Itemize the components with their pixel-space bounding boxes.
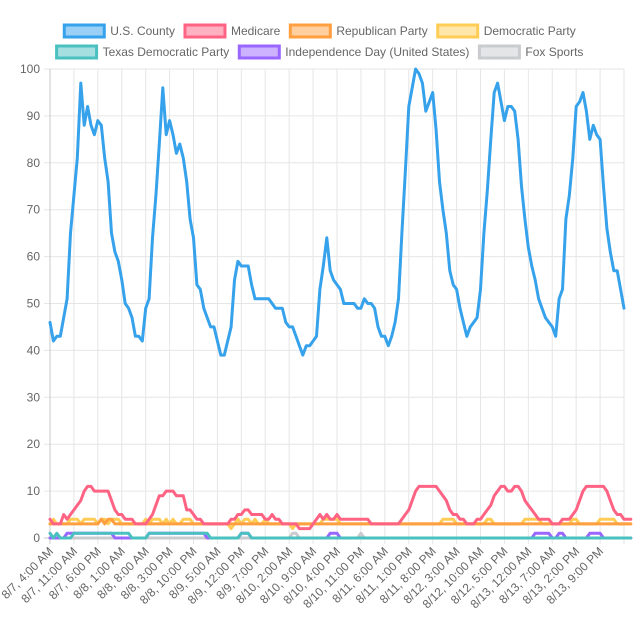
legend-swatch [288, 23, 332, 39]
legend-item-medicare[interactable]: Medicare [183, 23, 281, 39]
y-tick-label: 90 [27, 109, 41, 123]
x-axis: 8/7, 4:00 AM8/7, 11:00 AM8/7, 6:00 PM8/8… [0, 544, 606, 611]
legend-label: Democratic Party [484, 24, 576, 38]
legend-swatch [55, 44, 99, 60]
legend-label: Independence Day (United States) [285, 45, 469, 59]
y-tick-label: 0 [33, 531, 40, 545]
y-tick-label: 30 [27, 390, 41, 404]
y-tick-label: 40 [27, 343, 41, 357]
legend-label: Republican Party [336, 24, 427, 38]
legend-swatch [237, 44, 281, 60]
y-tick-label: 20 [27, 437, 41, 451]
legend-item-fox-sports[interactable]: Fox Sports [477, 44, 583, 60]
y-tick-label: 80 [27, 156, 41, 170]
legend-label: Medicare [231, 24, 281, 38]
legend-item-democratic-party[interactable]: Democratic Party [436, 23, 576, 39]
legend-label: Fox Sports [525, 45, 583, 59]
y-tick-label: 100 [20, 62, 40, 76]
legend-item-texas-democratic-party[interactable]: Texas Democratic Party [55, 44, 230, 60]
y-tick-label: 70 [27, 203, 41, 217]
legend-swatch [477, 44, 521, 60]
legend-item-independence-day-united-states[interactable]: Independence Day (United States) [237, 44, 469, 60]
y-axis: 0 10 20 30 40 50 60 70 80 90 100 [20, 62, 40, 545]
legend: U.S. County Medicare Republican Party Democ… [55, 23, 583, 60]
legend-item-u-s-county[interactable]: U.S. County [62, 23, 175, 39]
series-line-u-s-county [48, 67, 626, 357]
legend-label: Texas Democratic Party [103, 45, 230, 59]
legend-swatch [62, 23, 106, 39]
y-tick-label: 50 [27, 297, 41, 311]
series-line-texas-democratic-party [48, 531, 633, 540]
y-tick-label: 60 [27, 250, 41, 264]
series-line-medicare [48, 484, 633, 531]
legend-swatch [436, 23, 480, 39]
chart-grid [44, 68, 625, 544]
legend-item-republican-party[interactable]: Republican Party [288, 23, 428, 39]
legend-swatch [183, 23, 227, 39]
y-tick-label: 10 [27, 484, 41, 498]
legend-label: U.S. County [110, 24, 175, 38]
chart-series [48, 67, 633, 540]
